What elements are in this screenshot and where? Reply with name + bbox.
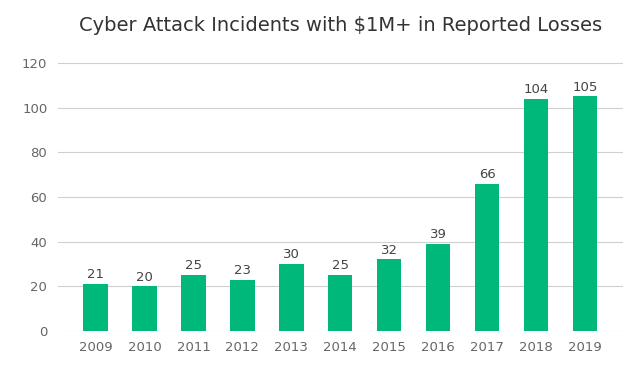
Text: 25: 25 (185, 259, 202, 272)
Text: 39: 39 (429, 228, 447, 241)
Text: 20: 20 (136, 271, 153, 284)
Bar (524, 99, 548, 331)
Bar (83, 284, 108, 331)
Text: 66: 66 (479, 168, 496, 181)
Bar (426, 244, 450, 331)
Bar (475, 183, 499, 331)
Bar (328, 275, 352, 331)
Bar (377, 259, 401, 331)
Bar (573, 97, 597, 331)
Text: 32: 32 (381, 244, 397, 257)
Bar (230, 279, 255, 331)
Text: 30: 30 (283, 248, 300, 261)
Title: Cyber Attack Incidents with $1M+ in Reported Losses: Cyber Attack Incidents with $1M+ in Repo… (79, 16, 602, 35)
Bar (181, 275, 205, 331)
Text: 25: 25 (332, 259, 349, 272)
Text: 104: 104 (523, 83, 548, 96)
Bar (132, 286, 157, 331)
Bar (279, 264, 304, 331)
Text: 23: 23 (234, 264, 251, 277)
Text: 105: 105 (572, 81, 598, 94)
Text: 21: 21 (87, 268, 104, 281)
